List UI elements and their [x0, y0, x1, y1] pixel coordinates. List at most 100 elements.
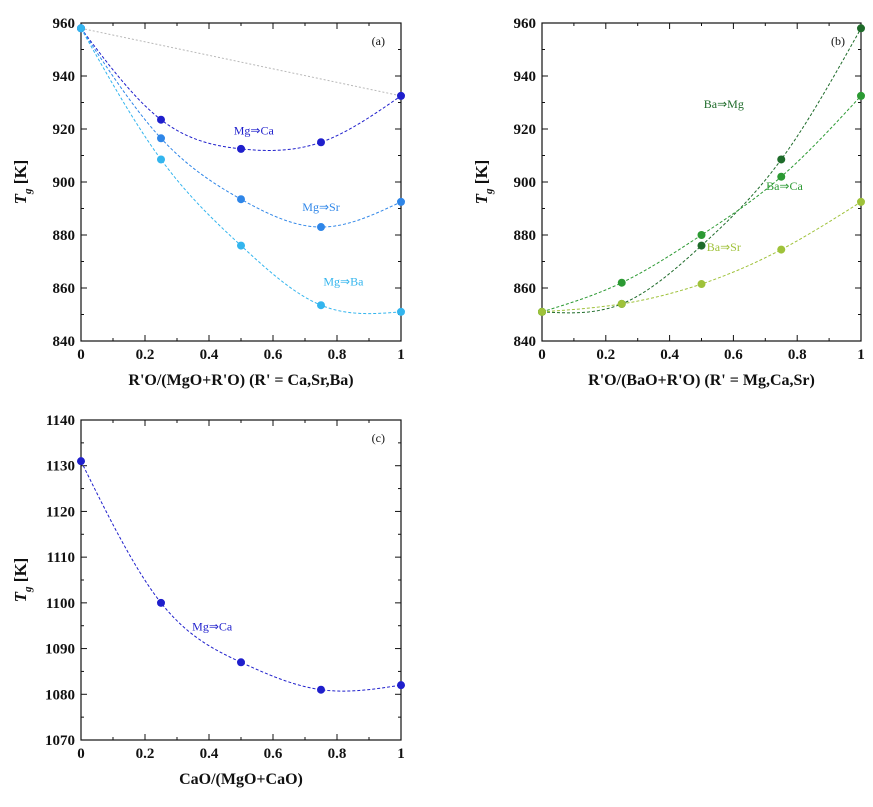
data-point — [157, 115, 165, 124]
y-tick-label: 900 — [53, 175, 76, 191]
plot-frame — [541, 22, 862, 342]
series-2: Ba⇒Ca — [538, 91, 865, 316]
y-tick-label: 1110 — [47, 550, 75, 566]
data-point — [857, 197, 865, 206]
x-tick-label: 0.6 — [264, 746, 283, 762]
x-axis-label: R'O/(BaO+R'O) (R' = Mg,Ca,Sr) — [588, 372, 815, 389]
data-point — [777, 172, 786, 181]
data-point — [317, 301, 325, 310]
series-3: Ba⇒Sr — [538, 197, 865, 316]
y-tick-label: 940 — [53, 69, 76, 85]
y-tick-label: 1100 — [46, 596, 75, 612]
y-tick-label: 900 — [514, 175, 537, 191]
series-1: Ba⇒Mg — [538, 24, 865, 316]
series-fit-line — [80, 460, 402, 692]
y-tick-label: 1070 — [45, 733, 75, 749]
x-tick-label: 0.8 — [328, 746, 347, 762]
data-point — [157, 155, 165, 164]
y-tick-label: 1130 — [46, 459, 75, 475]
data-point — [77, 457, 85, 466]
reference-line — [80, 27, 402, 97]
y-tick-label: 1120 — [46, 504, 75, 520]
y-tick-label: 840 — [514, 334, 537, 350]
x-axis-label: CaO/(MgO+CaO) — [179, 771, 303, 788]
y-tick-label: 880 — [514, 228, 537, 244]
x-tick-label: 0.8 — [328, 347, 347, 363]
x-tick-label: 0.4 — [200, 746, 219, 762]
data-point — [397, 681, 405, 690]
series-1: Mg⇒Ca — [77, 457, 405, 694]
data-point — [317, 223, 325, 232]
y-tick-label: 1140 — [46, 413, 75, 429]
data-point — [697, 241, 706, 250]
y-tick-label: 840 — [53, 334, 76, 350]
data-point — [317, 685, 325, 694]
series-fit-line — [80, 27, 402, 151]
series-fit-line — [541, 201, 862, 313]
x-tick-label: 0.2 — [136, 347, 155, 363]
panel-label: (c) — [372, 431, 385, 445]
series-1: Mg⇒Ca — [77, 24, 405, 153]
data-point — [397, 197, 405, 206]
plot-frame — [80, 419, 402, 741]
x-tick-label: 1 — [397, 746, 405, 762]
x-tick-label: 0.2 — [596, 347, 615, 363]
y-tick-label: 860 — [53, 281, 76, 297]
x-tick-label: 0.6 — [724, 347, 743, 363]
data-point — [697, 231, 706, 239]
series-label: Mg⇒Sr — [302, 200, 339, 214]
x-tick-label: 0 — [77, 347, 85, 363]
x-tick-label: 1 — [397, 347, 405, 363]
x-tick-label: 0.8 — [788, 347, 807, 363]
y-tick-label: 860 — [514, 281, 537, 297]
data-point — [317, 138, 325, 147]
data-point — [157, 134, 165, 143]
plot-frame — [80, 22, 402, 342]
y-tick-label: 920 — [514, 122, 537, 138]
data-point — [77, 24, 85, 33]
y-tick-label: 960 — [53, 16, 76, 32]
series-label: Ba⇒Mg — [704, 97, 744, 111]
data-point — [157, 598, 165, 607]
x-tick-label: 0.4 — [200, 347, 219, 363]
data-point — [857, 24, 865, 33]
data-point — [697, 280, 706, 289]
data-point — [237, 144, 245, 153]
y-axis-label: Tg [K] — [11, 558, 34, 603]
x-tick-label: 0.6 — [264, 347, 283, 363]
series-label: Ba⇒Ca — [766, 179, 803, 193]
data-point — [237, 195, 245, 204]
series-label: Ba⇒Sr — [707, 240, 741, 254]
data-point — [237, 658, 245, 667]
series-fit-line — [80, 28, 402, 315]
y-tick-label: 940 — [514, 69, 537, 85]
y-axis-label: Tg [K] — [472, 160, 495, 205]
chart-panel-3: 0 0.2 0.4 0.6 0.8 1 1070 1080 1090 1100 1110 1120 11… — [11, 413, 405, 788]
series-label: Mg⇒Ba — [323, 274, 364, 288]
data-point — [777, 245, 786, 254]
y-axis-label: Tg [K] — [11, 160, 34, 205]
series-fit-line — [541, 28, 862, 314]
series-3: Mg⇒Ba — [77, 24, 405, 316]
y-tick-label: 920 — [53, 122, 76, 138]
data-point — [538, 307, 546, 316]
y-tick-label: 1090 — [45, 642, 75, 658]
series-label: Mg⇒Ca — [234, 123, 275, 137]
x-tick-label: 0.2 — [136, 746, 155, 762]
panel-label: (b) — [831, 34, 845, 48]
y-tick-label: 1080 — [45, 687, 75, 703]
data-point — [397, 307, 405, 316]
x-tick-label: 0 — [538, 347, 546, 363]
data-point — [777, 155, 786, 164]
data-point — [857, 91, 865, 100]
x-axis-label: R'O/(MgO+R'O) (R' = Ca,Sr,Ba) — [128, 372, 353, 389]
series-label: Mg⇒Ca — [192, 619, 233, 633]
y-tick-label: 880 — [53, 228, 76, 244]
data-point — [617, 278, 626, 287]
data-point — [617, 299, 626, 308]
series-fit-line — [541, 95, 862, 313]
chart-panel-2: 0 0.2 0.4 0.6 0.8 1 840 860 880 900 920 940 960 R'O/(… — [472, 16, 865, 389]
x-tick-label: 0.4 — [660, 347, 679, 363]
chart-panel-1: 0 0.2 0.4 0.6 0.8 1 840 860 880 900 920 940 960 R'O/(… — [11, 16, 405, 389]
